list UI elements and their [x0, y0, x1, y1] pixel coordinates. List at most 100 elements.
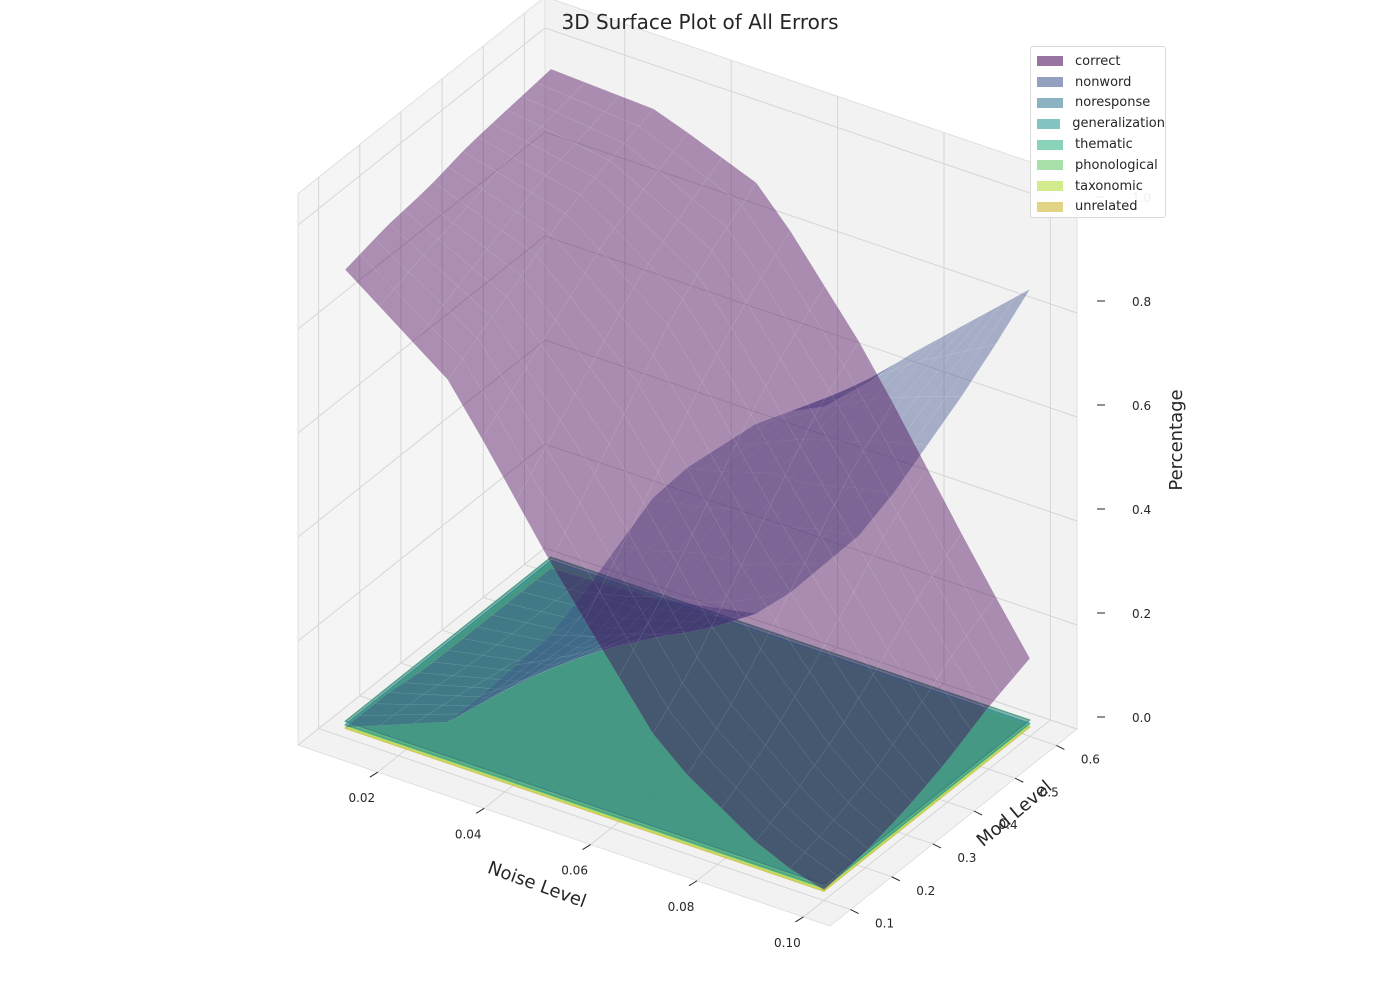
- surface-nonword-patch: [491, 603, 542, 623]
- z-tick-label: 0.4: [1132, 503, 1151, 517]
- surface-nonword-patch: [462, 684, 512, 715]
- surface-nonword-patch: [794, 530, 845, 565]
- surface-correct-patch: [828, 722, 879, 785]
- surface-correct-patch: [677, 533, 727, 628]
- surface-nonword-patch: [760, 438, 811, 475]
- surface-nonword-patch: [657, 611, 709, 622]
- surface-correct-patch: [833, 475, 884, 566]
- surface-correct-patch: [755, 504, 806, 593]
- surface-nonword-patch: [462, 626, 513, 646]
- surface-nonword-patch: [564, 593, 615, 637]
- surface-correct-patch: [746, 277, 796, 360]
- legend-label: generalization: [1072, 116, 1165, 132]
- surface-correct-patch: [516, 192, 566, 235]
- surface-nonword-patch: [902, 353, 953, 398]
- surface-correct-patch: [716, 704, 766, 768]
- surface-nonword-patch: [491, 672, 541, 698]
- surface-correct-patch: [662, 564, 713, 658]
- surface-correct-patch: [462, 337, 512, 416]
- surface-correct-patch: [462, 136, 513, 173]
- surface-nonword-patch: [696, 471, 747, 508]
- surface-correct-patch: [868, 536, 918, 625]
- grid-x-floor: [696, 683, 945, 882]
- surface-correct-patch: [833, 802, 884, 850]
- surface-nonword-patch: [579, 635, 630, 649]
- surface-nonword-patch: [681, 470, 732, 507]
- surface-nonword-patch: [838, 397, 889, 442]
- surface-correct-patch: [706, 473, 757, 567]
- legend-item-correct: correct: [1037, 51, 1165, 72]
- grid-z-back: [544, 131, 1078, 314]
- surface-correct-patch: [765, 720, 815, 787]
- surface-correct-patch: [496, 155, 547, 194]
- surface-correct-patch: [912, 467, 962, 556]
- surface-correct-patch: [697, 250, 747, 329]
- surface-correct-patch: [555, 96, 606, 128]
- surface-nonword-patch: [677, 507, 727, 553]
- legend-item-thematic: thematic: [1037, 134, 1165, 155]
- surface-correct-patch: [819, 504, 869, 593]
- chart-title: 3D Surface Plot of All Errors: [561, 10, 839, 34]
- surface-correct-patch: [716, 327, 767, 416]
- z-tick-label: 0.6: [1132, 399, 1151, 413]
- surface-nonword-patch: [809, 532, 860, 565]
- legend-swatch: [1037, 160, 1063, 171]
- surface-correct-patch: [653, 324, 703, 413]
- surface-nonword-patch: [687, 558, 737, 603]
- legend-swatch: [1037, 201, 1063, 212]
- surface-nonword-patch: [481, 662, 532, 696]
- surface-correct-patch: [931, 554, 982, 637]
- surface-correct-patch: [892, 723, 942, 786]
- legend-label: taxonomic: [1075, 178, 1143, 194]
- surface-correct-patch: [608, 413, 659, 504]
- surface-nonword-patch: [432, 650, 483, 667]
- surface-nonword-patch: [501, 660, 552, 674]
- surface-nonword-patch: [403, 672, 454, 686]
- surface-correct-patch: [481, 171, 532, 213]
- x-tick-label: 0.10: [774, 936, 801, 950]
- surface-correct-patch: [574, 127, 625, 161]
- surface-nonword-patch: [623, 595, 674, 635]
- surface-nonword-patch: [447, 689, 497, 723]
- surface-correct-patch: [403, 196, 454, 240]
- surface-correct-patch: [570, 82, 620, 112]
- surface-nonword-patch: [393, 704, 444, 716]
- surface-nonword-patch: [521, 661, 571, 682]
- surface-correct: [344, 68, 1031, 891]
- surface-nonword-patch: [359, 703, 410, 716]
- surface-nonword: [344, 288, 1031, 728]
- surface-nonword-patch: [535, 655, 585, 674]
- surface-nonword-patch: [740, 473, 791, 519]
- surface-correct-patch: [706, 157, 757, 206]
- y-tick-label: 0.6: [1081, 752, 1100, 766]
- surface-correct-patch: [936, 655, 987, 731]
- surface-correct-patch: [506, 95, 557, 128]
- surface-nonword-patch: [784, 484, 835, 529]
- surface-correct-patch: [672, 132, 723, 179]
- x-tick-mark: [795, 916, 804, 923]
- surface-nonword-patch: [706, 511, 757, 560]
- surface-nonword-patch: [476, 614, 527, 635]
- surface-correct-patch: [794, 309, 845, 391]
- surface-nonword-patch: [530, 640, 581, 658]
- surface-correct-patch: [686, 751, 737, 809]
- surface-correct-patch: [872, 649, 923, 725]
- grid-y-floor: [483, 596, 1016, 779]
- surface-nonword-patch: [515, 634, 566, 666]
- x-tick-label: 0.02: [348, 791, 375, 805]
- surface-correct-patch: [897, 490, 947, 577]
- x-tick-mark: [688, 880, 698, 887]
- surface-nonword-patch: [819, 441, 869, 487]
- surface-nonword-patch: [589, 598, 640, 619]
- surface-nonword-patch: [642, 551, 693, 597]
- surface-nonword-patch: [711, 597, 762, 628]
- surface-correct-patch: [750, 386, 801, 476]
- surface-correct-patch: [589, 340, 639, 415]
- surface-nonword-patch: [550, 650, 600, 666]
- surface-correct-patch: [692, 178, 742, 229]
- legend-label: thematic: [1075, 137, 1133, 153]
- surface-correct-patch: [789, 852, 840, 891]
- surface-correct-patch: [374, 223, 424, 273]
- surface-nonword-patch: [706, 608, 757, 619]
- surface-nonword-patch: [833, 441, 884, 488]
